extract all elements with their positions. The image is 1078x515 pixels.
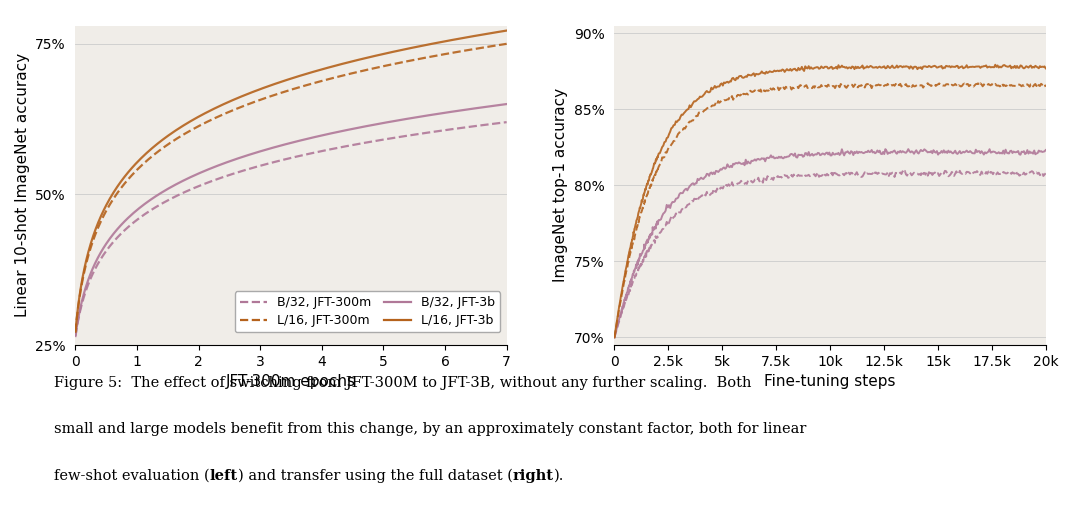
Text: right: right [512, 469, 553, 483]
Text: small and large models benefit from this change, by an approximately constant fa: small and large models benefit from this… [54, 422, 806, 436]
Y-axis label: ImageNet top-1 accuracy: ImageNet top-1 accuracy [553, 89, 568, 282]
Legend: B/32, JFT-300m, L/16, JFT-300m, B/32, JFT-3b, L/16, JFT-3b: B/32, JFT-300m, L/16, JFT-300m, B/32, JF… [235, 291, 500, 332]
Text: ).: ). [553, 469, 564, 483]
Text: left: left [209, 469, 237, 483]
Text: Figure 5:  The effect of switching from JFT-300M to JFT-3B, without any further : Figure 5: The effect of switching from J… [54, 376, 751, 390]
Y-axis label: Linear 10-shot ImageNet accuracy: Linear 10-shot ImageNet accuracy [15, 54, 29, 317]
Text: ) and transfer using the full dataset (: ) and transfer using the full dataset ( [237, 469, 512, 483]
X-axis label: Fine-tuning steps: Fine-tuning steps [764, 374, 896, 389]
Text: few-shot evaluation (: few-shot evaluation ( [54, 469, 209, 483]
X-axis label: JFT-300m epochs: JFT-300m epochs [226, 374, 356, 389]
